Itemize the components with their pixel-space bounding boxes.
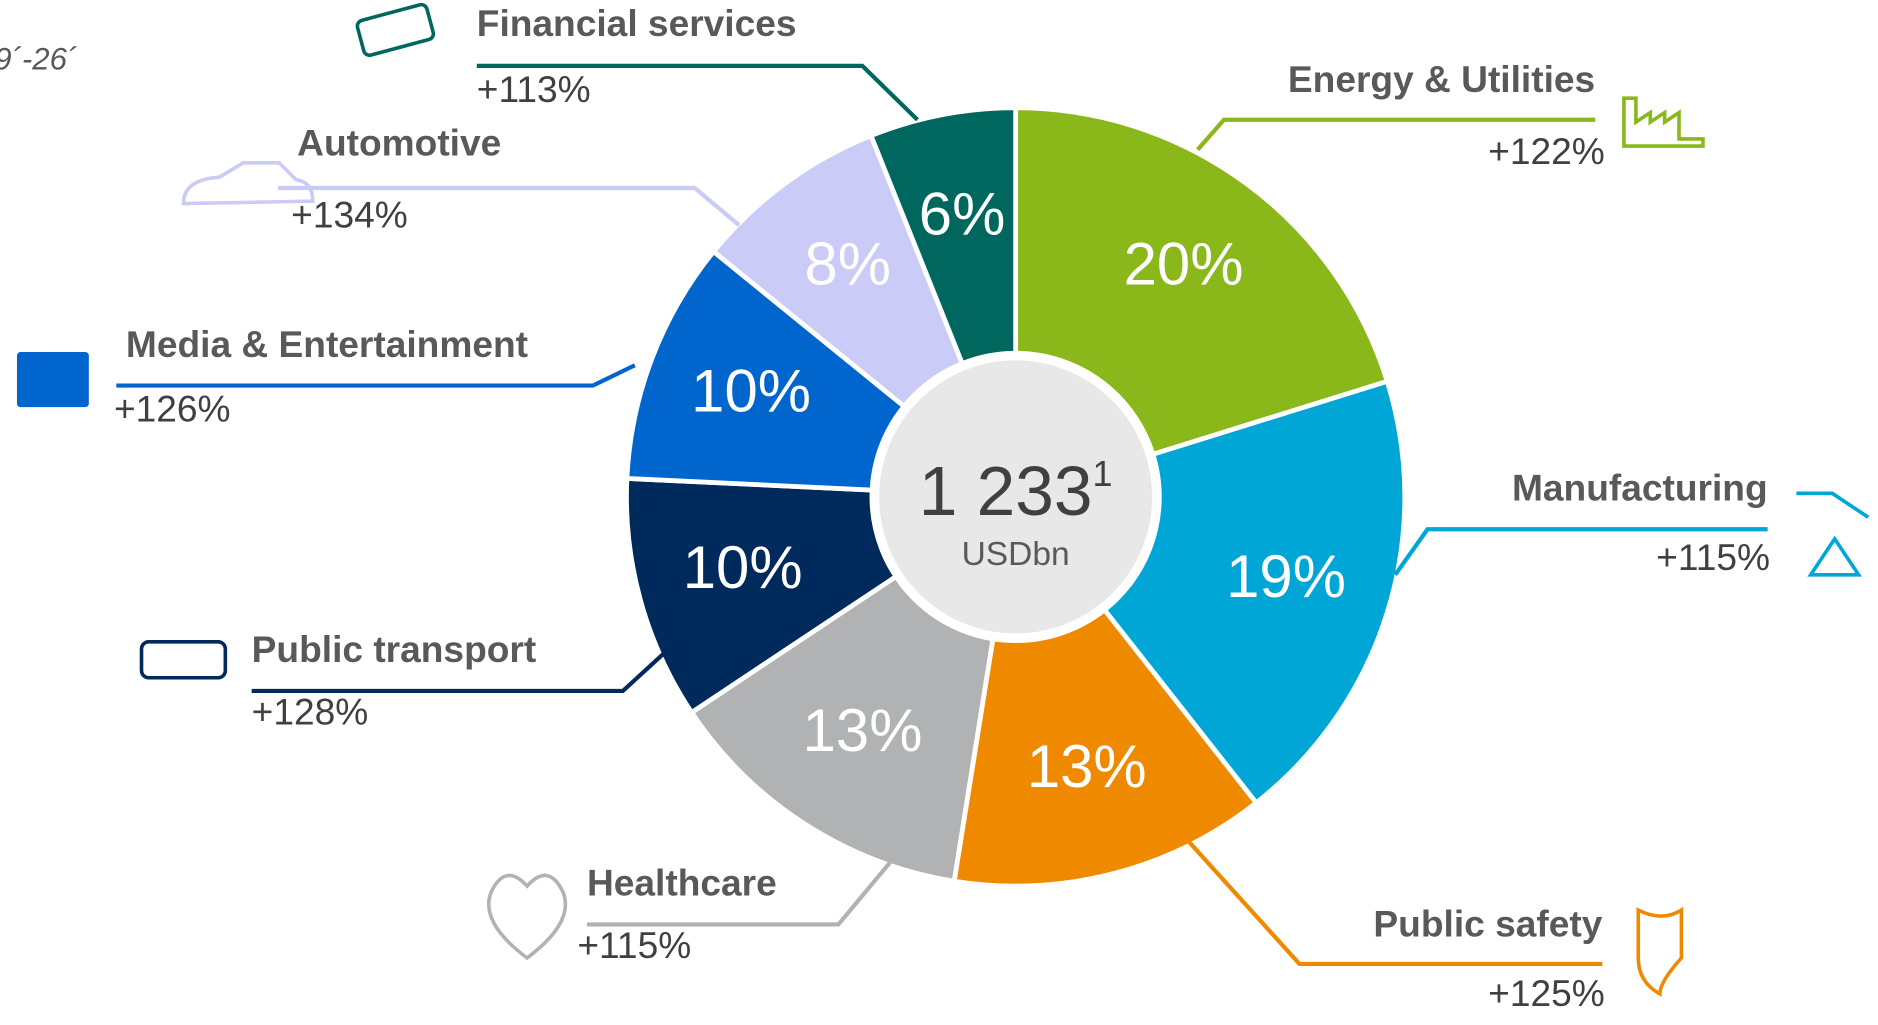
heart-icon [486,873,568,961]
slice-label: 10% [691,358,811,425]
growth-label: +128% [252,690,369,732]
slice-label: 8% [804,231,891,298]
category-label: Energy & Utilities [1288,58,1595,100]
leader-line [1393,527,1768,576]
slice-label: 19% [1226,543,1346,610]
category-label: Automotive [297,122,501,164]
center-value-text: 1 233 [919,452,1093,530]
leader-line [1184,836,1603,967]
leader-line [476,63,919,122]
icons [16,2,1870,997]
slice-label: 6% [919,181,1006,248]
growth-label: +125% [1488,972,1605,1014]
center-footnote: 1 [1093,453,1113,494]
shield-icon [1636,906,1684,997]
category-label: Media & Entertainment [126,323,528,365]
slice-label: 13% [1027,733,1147,800]
center-value: 1 2331 [919,452,1113,530]
factory-icon [1622,96,1705,148]
category-label: Healthcare [587,862,777,904]
growth-label: +122% [1488,130,1605,172]
growth-label: +126% [114,387,231,429]
slice-label: 10% [683,534,803,601]
leader-line [586,858,894,927]
donut-hole [869,350,1162,644]
note: 9´-26´ [0,41,77,76]
leader-line [1196,117,1596,152]
category-label: Manufacturing [1512,467,1768,509]
leader-line [251,651,667,694]
growth-label: +113% [477,68,591,110]
clapper-icon [16,352,89,408]
car-icon [181,161,315,206]
robot-icon [1796,491,1870,577]
slice-label: 20% [1124,231,1244,298]
train-icon [139,640,228,680]
leader-line [116,363,636,388]
slice-label: 13% [803,697,923,764]
growth-label: +115% [1656,536,1770,578]
category-label: Public safety [1373,902,1602,944]
money-icon [355,2,436,58]
category-label: Financial services [477,2,797,44]
growth-label: +134% [291,194,408,236]
leader-line [278,185,741,227]
growth-label: +115% [577,924,691,966]
center-unit: USDbn [962,536,1070,573]
category-label: Public transport [252,628,537,670]
